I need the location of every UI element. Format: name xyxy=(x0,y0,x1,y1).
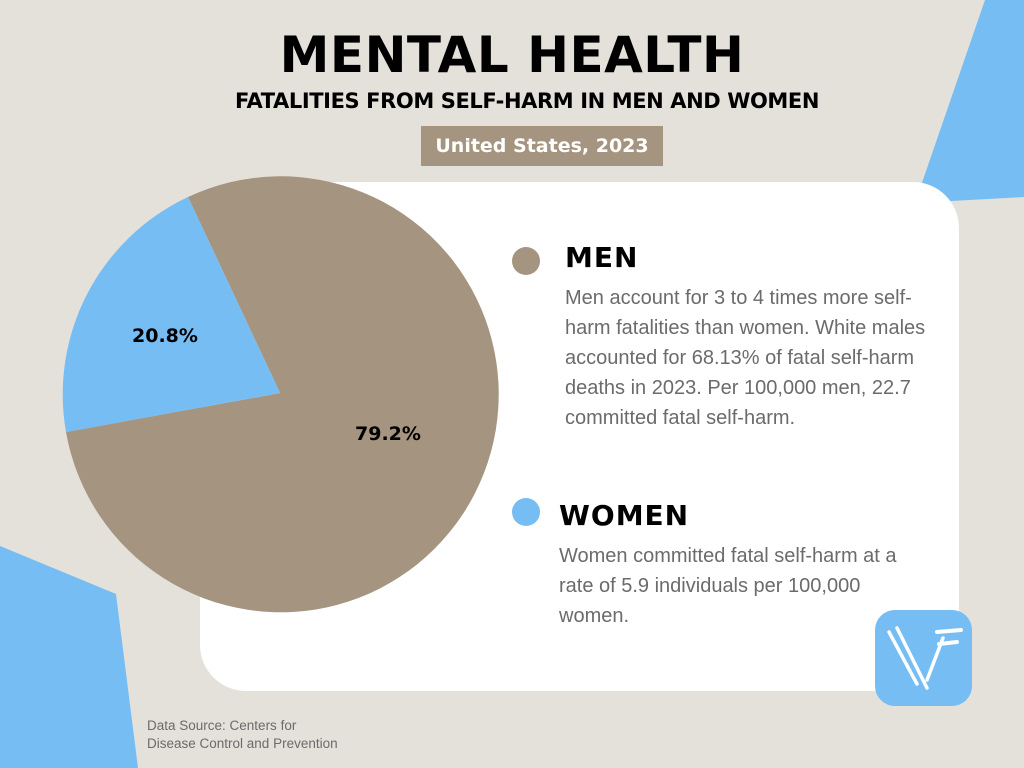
pie-label-women: 20.8% xyxy=(132,325,198,347)
data-source-line-1: Data Source: Centers for xyxy=(147,718,297,733)
data-source: Data Source: Centers for Disease Control… xyxy=(147,717,338,753)
legend-dot-men xyxy=(512,247,540,275)
page-title: MENTAL HEALTH xyxy=(279,26,745,84)
location-year-badge: United States, 2023 xyxy=(421,126,663,166)
bottom-left-blue-shape xyxy=(0,546,138,768)
pie-label-men: 79.2% xyxy=(355,423,421,445)
legend-text-men: Men account for 3 to 4 times more self-h… xyxy=(565,287,926,429)
legend-title-men: MEN xyxy=(565,241,639,274)
pie-slice-women xyxy=(62,197,281,432)
pie-slice-men xyxy=(66,176,499,613)
legend-dot-women xyxy=(512,498,540,526)
legend-title-women: WOMEN xyxy=(559,499,690,532)
top-right-blue-shape xyxy=(915,0,1024,203)
legend-text-women: Women committed fatal self-harm at a rat… xyxy=(559,545,897,627)
vf-logo-icon xyxy=(875,610,972,706)
page-subtitle: FATALITIES FROM SELF-HARM IN MEN AND WOM… xyxy=(234,89,820,113)
data-source-line-2: Disease Control and Prevention xyxy=(147,736,338,751)
